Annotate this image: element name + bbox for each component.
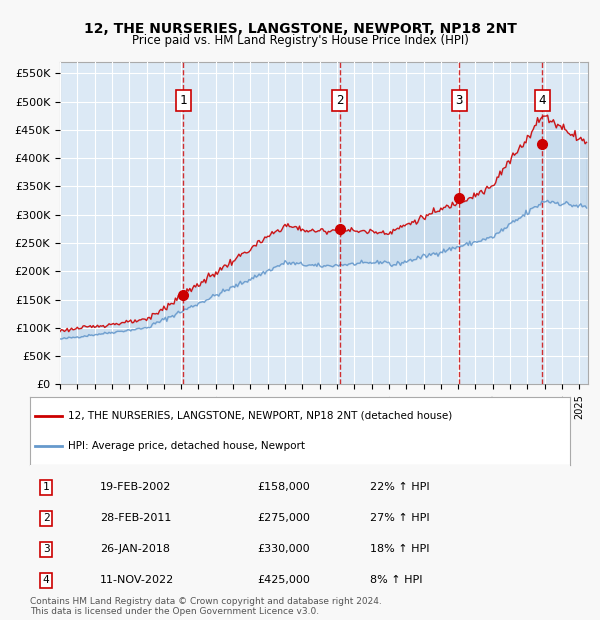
Text: 18% ↑ HPI: 18% ↑ HPI <box>370 544 430 554</box>
Text: 12, THE NURSERIES, LANGSTONE, NEWPORT, NP18 2NT: 12, THE NURSERIES, LANGSTONE, NEWPORT, N… <box>83 22 517 36</box>
Text: 11-NOV-2022: 11-NOV-2022 <box>100 575 175 585</box>
Text: 1: 1 <box>179 94 187 107</box>
Text: £425,000: £425,000 <box>257 575 310 585</box>
Text: 19-FEB-2002: 19-FEB-2002 <box>100 482 172 492</box>
Text: 3: 3 <box>455 94 463 107</box>
Text: 26-JAN-2018: 26-JAN-2018 <box>100 544 170 554</box>
Text: 8% ↑ HPI: 8% ↑ HPI <box>370 575 422 585</box>
Text: £330,000: £330,000 <box>257 544 310 554</box>
Text: 28-FEB-2011: 28-FEB-2011 <box>100 513 172 523</box>
Text: This data is licensed under the Open Government Licence v3.0.: This data is licensed under the Open Gov… <box>30 607 319 616</box>
Text: £158,000: £158,000 <box>257 482 310 492</box>
Text: £275,000: £275,000 <box>257 513 310 523</box>
Text: 12, THE NURSERIES, LANGSTONE, NEWPORT, NP18 2NT (detached house): 12, THE NURSERIES, LANGSTONE, NEWPORT, N… <box>68 411 452 421</box>
Text: 4: 4 <box>43 575 50 585</box>
Text: 2: 2 <box>43 513 50 523</box>
Text: HPI: Average price, detached house, Newport: HPI: Average price, detached house, Newp… <box>68 441 305 451</box>
Text: 1: 1 <box>43 482 50 492</box>
Text: 3: 3 <box>43 544 50 554</box>
Text: Contains HM Land Registry data © Crown copyright and database right 2024.: Contains HM Land Registry data © Crown c… <box>30 598 382 606</box>
Text: 22% ↑ HPI: 22% ↑ HPI <box>370 482 430 492</box>
Text: Price paid vs. HM Land Registry's House Price Index (HPI): Price paid vs. HM Land Registry's House … <box>131 34 469 47</box>
Text: 27% ↑ HPI: 27% ↑ HPI <box>370 513 430 523</box>
Text: 4: 4 <box>539 94 546 107</box>
Text: 2: 2 <box>336 94 344 107</box>
